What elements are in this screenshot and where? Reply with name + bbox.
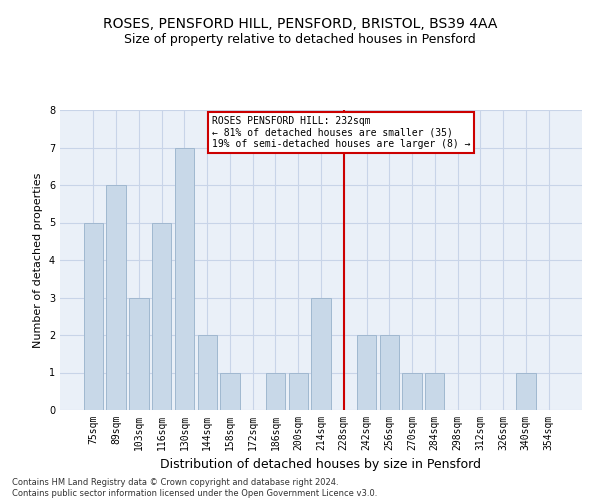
Bar <box>175 148 194 410</box>
Text: Contains HM Land Registry data © Crown copyright and database right 2024.
Contai: Contains HM Land Registry data © Crown c… <box>12 478 377 498</box>
Bar <box>129 298 149 410</box>
Bar <box>266 372 285 410</box>
Bar <box>311 298 331 410</box>
Bar <box>403 372 422 410</box>
Bar <box>425 372 445 410</box>
Bar <box>289 372 308 410</box>
Bar <box>106 185 126 410</box>
Bar <box>220 372 239 410</box>
Y-axis label: Number of detached properties: Number of detached properties <box>34 172 43 348</box>
Bar <box>380 335 399 410</box>
Text: Size of property relative to detached houses in Pensford: Size of property relative to detached ho… <box>124 32 476 46</box>
Text: ROSES, PENSFORD HILL, PENSFORD, BRISTOL, BS39 4AA: ROSES, PENSFORD HILL, PENSFORD, BRISTOL,… <box>103 18 497 32</box>
Bar <box>84 222 103 410</box>
Text: ROSES PENSFORD HILL: 232sqm
← 81% of detached houses are smaller (35)
19% of sem: ROSES PENSFORD HILL: 232sqm ← 81% of det… <box>212 116 470 149</box>
X-axis label: Distribution of detached houses by size in Pensford: Distribution of detached houses by size … <box>161 458 482 471</box>
Bar <box>152 222 172 410</box>
Bar <box>197 335 217 410</box>
Bar <box>357 335 376 410</box>
Bar <box>516 372 536 410</box>
